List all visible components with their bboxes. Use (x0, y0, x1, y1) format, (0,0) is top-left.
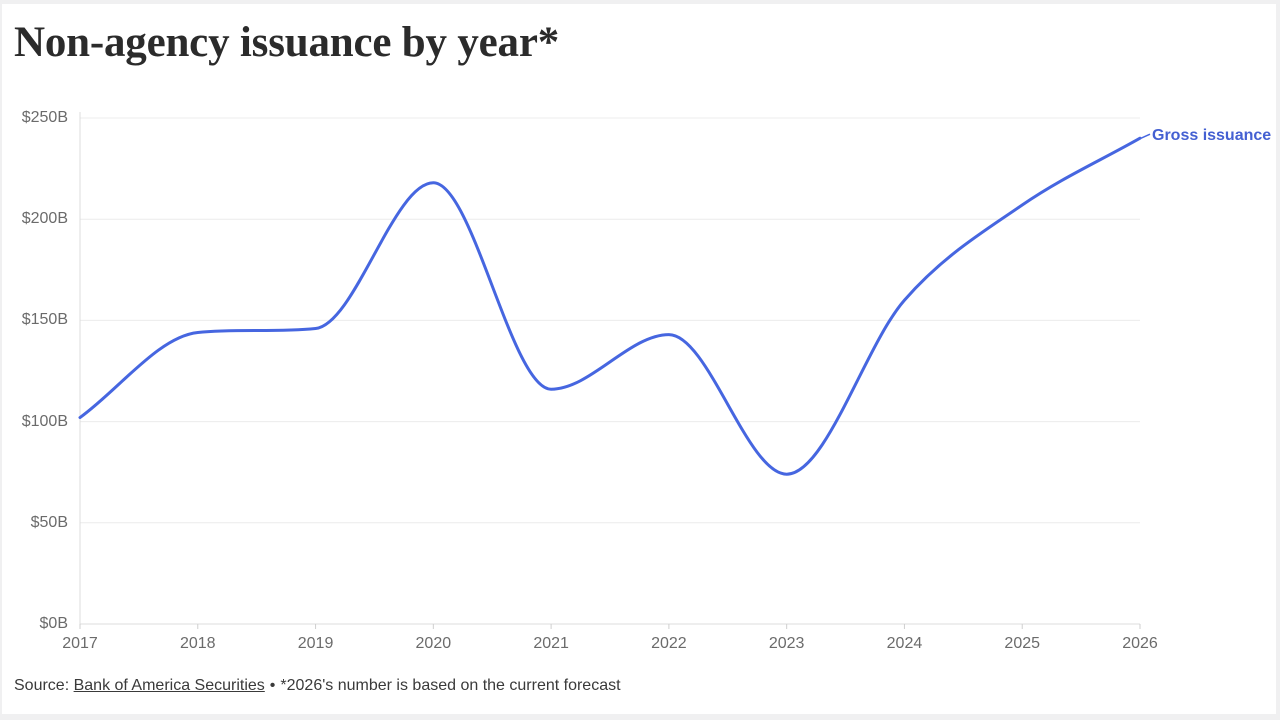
source-prefix: Source: (14, 677, 70, 694)
x-axis-label: 2020 (415, 635, 452, 652)
source-link[interactable]: Bank of America Securities (73, 677, 265, 694)
page-edge-bottom (0, 714, 1280, 720)
y-axis-label: $50B (30, 513, 68, 531)
source-bullet-separator: • (269, 677, 276, 694)
series-label-connector (1140, 133, 1151, 139)
page-edge-top (0, 0, 1280, 4)
x-axis-label: 2026 (1122, 635, 1158, 652)
series-line-gross-issuance (78, 136, 1142, 476)
x-axis-label: 2019 (297, 635, 334, 652)
x-axis-label: 2024 (886, 635, 923, 652)
y-axis-label: $250B (21, 109, 68, 126)
series-end-label-gross-issuance: Gross issuance (1152, 127, 1272, 144)
x-axis-label: 2023 (768, 635, 805, 652)
source-note: Source: Bank of America Securities • *2026… (14, 677, 621, 695)
y-axis-label: $100B (21, 412, 68, 430)
x-axis-label: 2022 (651, 635, 687, 652)
page-edge-right (1276, 0, 1280, 720)
y-axis-label: $200B (21, 210, 68, 228)
x-axis-label: 2017 (62, 635, 98, 652)
chart-title: Non-agency issuance by year* (14, 19, 560, 66)
y-axis-label: $150B (21, 311, 68, 329)
x-axis-label: 2025 (1004, 635, 1041, 652)
footnote-text: *2026's number is based on the current f… (280, 677, 621, 694)
page-edge-left (0, 0, 2, 720)
x-axis-label: 2021 (533, 635, 569, 652)
x-axis-label: 2018 (179, 635, 216, 652)
y-axis-label: $0B (39, 615, 68, 632)
